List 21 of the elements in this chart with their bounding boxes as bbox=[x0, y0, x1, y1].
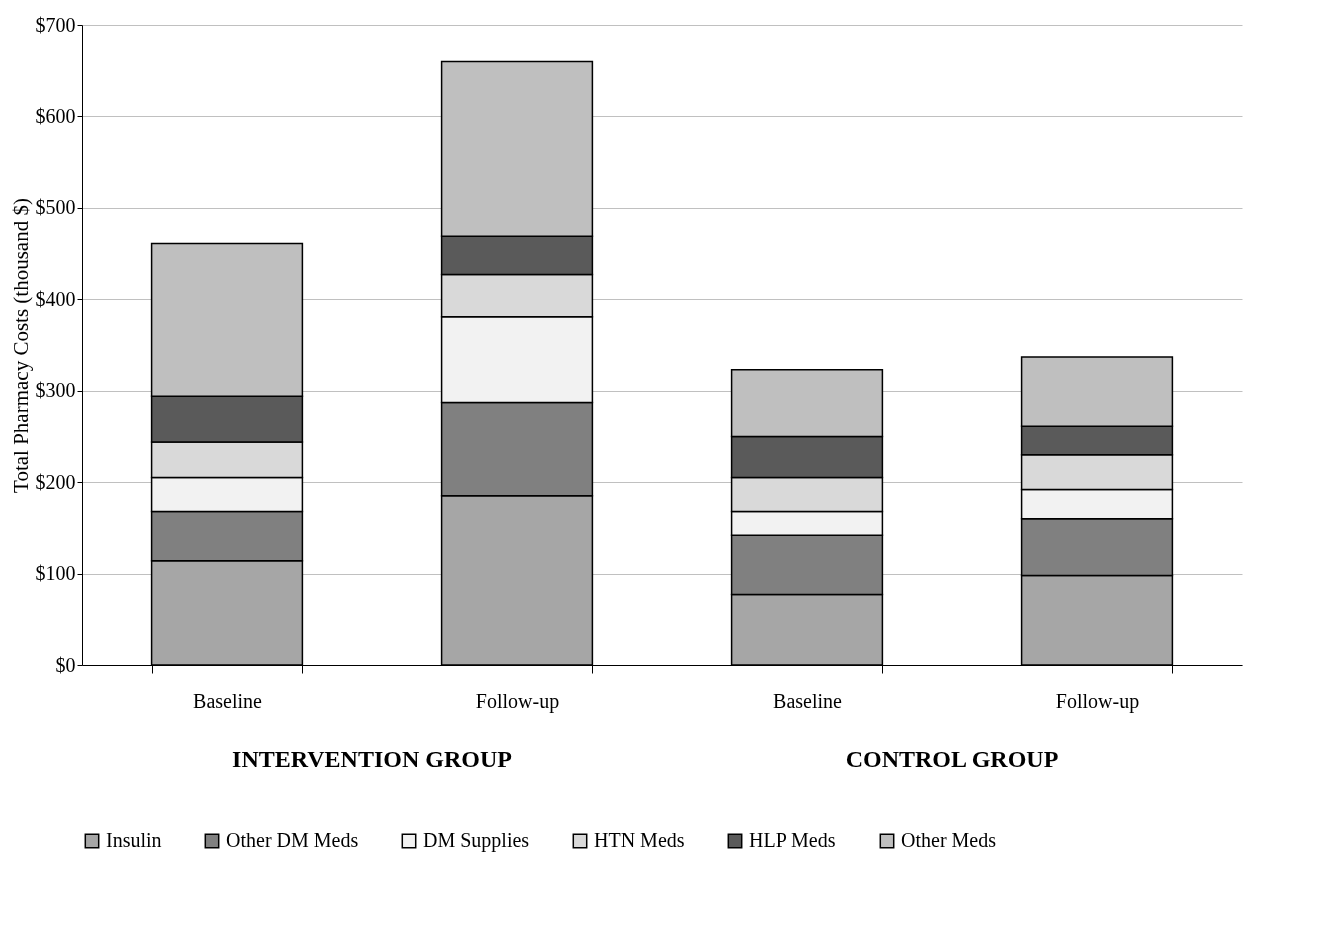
text: CONTROL GROUP bbox=[845, 746, 1059, 772]
y-tick-label: $100 bbox=[35, 562, 76, 585]
y-tick-label: $400 bbox=[35, 287, 76, 310]
text: INTERVENTION GROUP bbox=[232, 746, 512, 772]
legend-label: Other Meds bbox=[901, 829, 997, 851]
y-tick-label: $0 bbox=[55, 653, 76, 676]
legend-label: DM Supplies bbox=[423, 829, 530, 852]
legend-label: HTN Meds bbox=[594, 829, 685, 851]
y-tick-label: $700 bbox=[35, 13, 76, 36]
y-tick-label: $200 bbox=[35, 470, 76, 493]
legend-label: HLP Meds bbox=[749, 829, 836, 851]
y-tick-label: $300 bbox=[35, 379, 76, 402]
y-axis-title: Total Pharmacy Costs (thousand $) bbox=[8, 198, 33, 493]
x-tick-label: Follow-up bbox=[1055, 689, 1140, 713]
y-tick-label: $500 bbox=[35, 196, 76, 219]
x-tick-label: Follow-up bbox=[475, 689, 560, 713]
x-tick-label: Baseline bbox=[193, 689, 263, 712]
x-tick-label: Baseline bbox=[773, 689, 843, 712]
legend-label: Insulin bbox=[106, 829, 162, 851]
legend-label: Other DM Meds bbox=[226, 829, 359, 851]
y-tick-label: $600 bbox=[35, 104, 76, 127]
